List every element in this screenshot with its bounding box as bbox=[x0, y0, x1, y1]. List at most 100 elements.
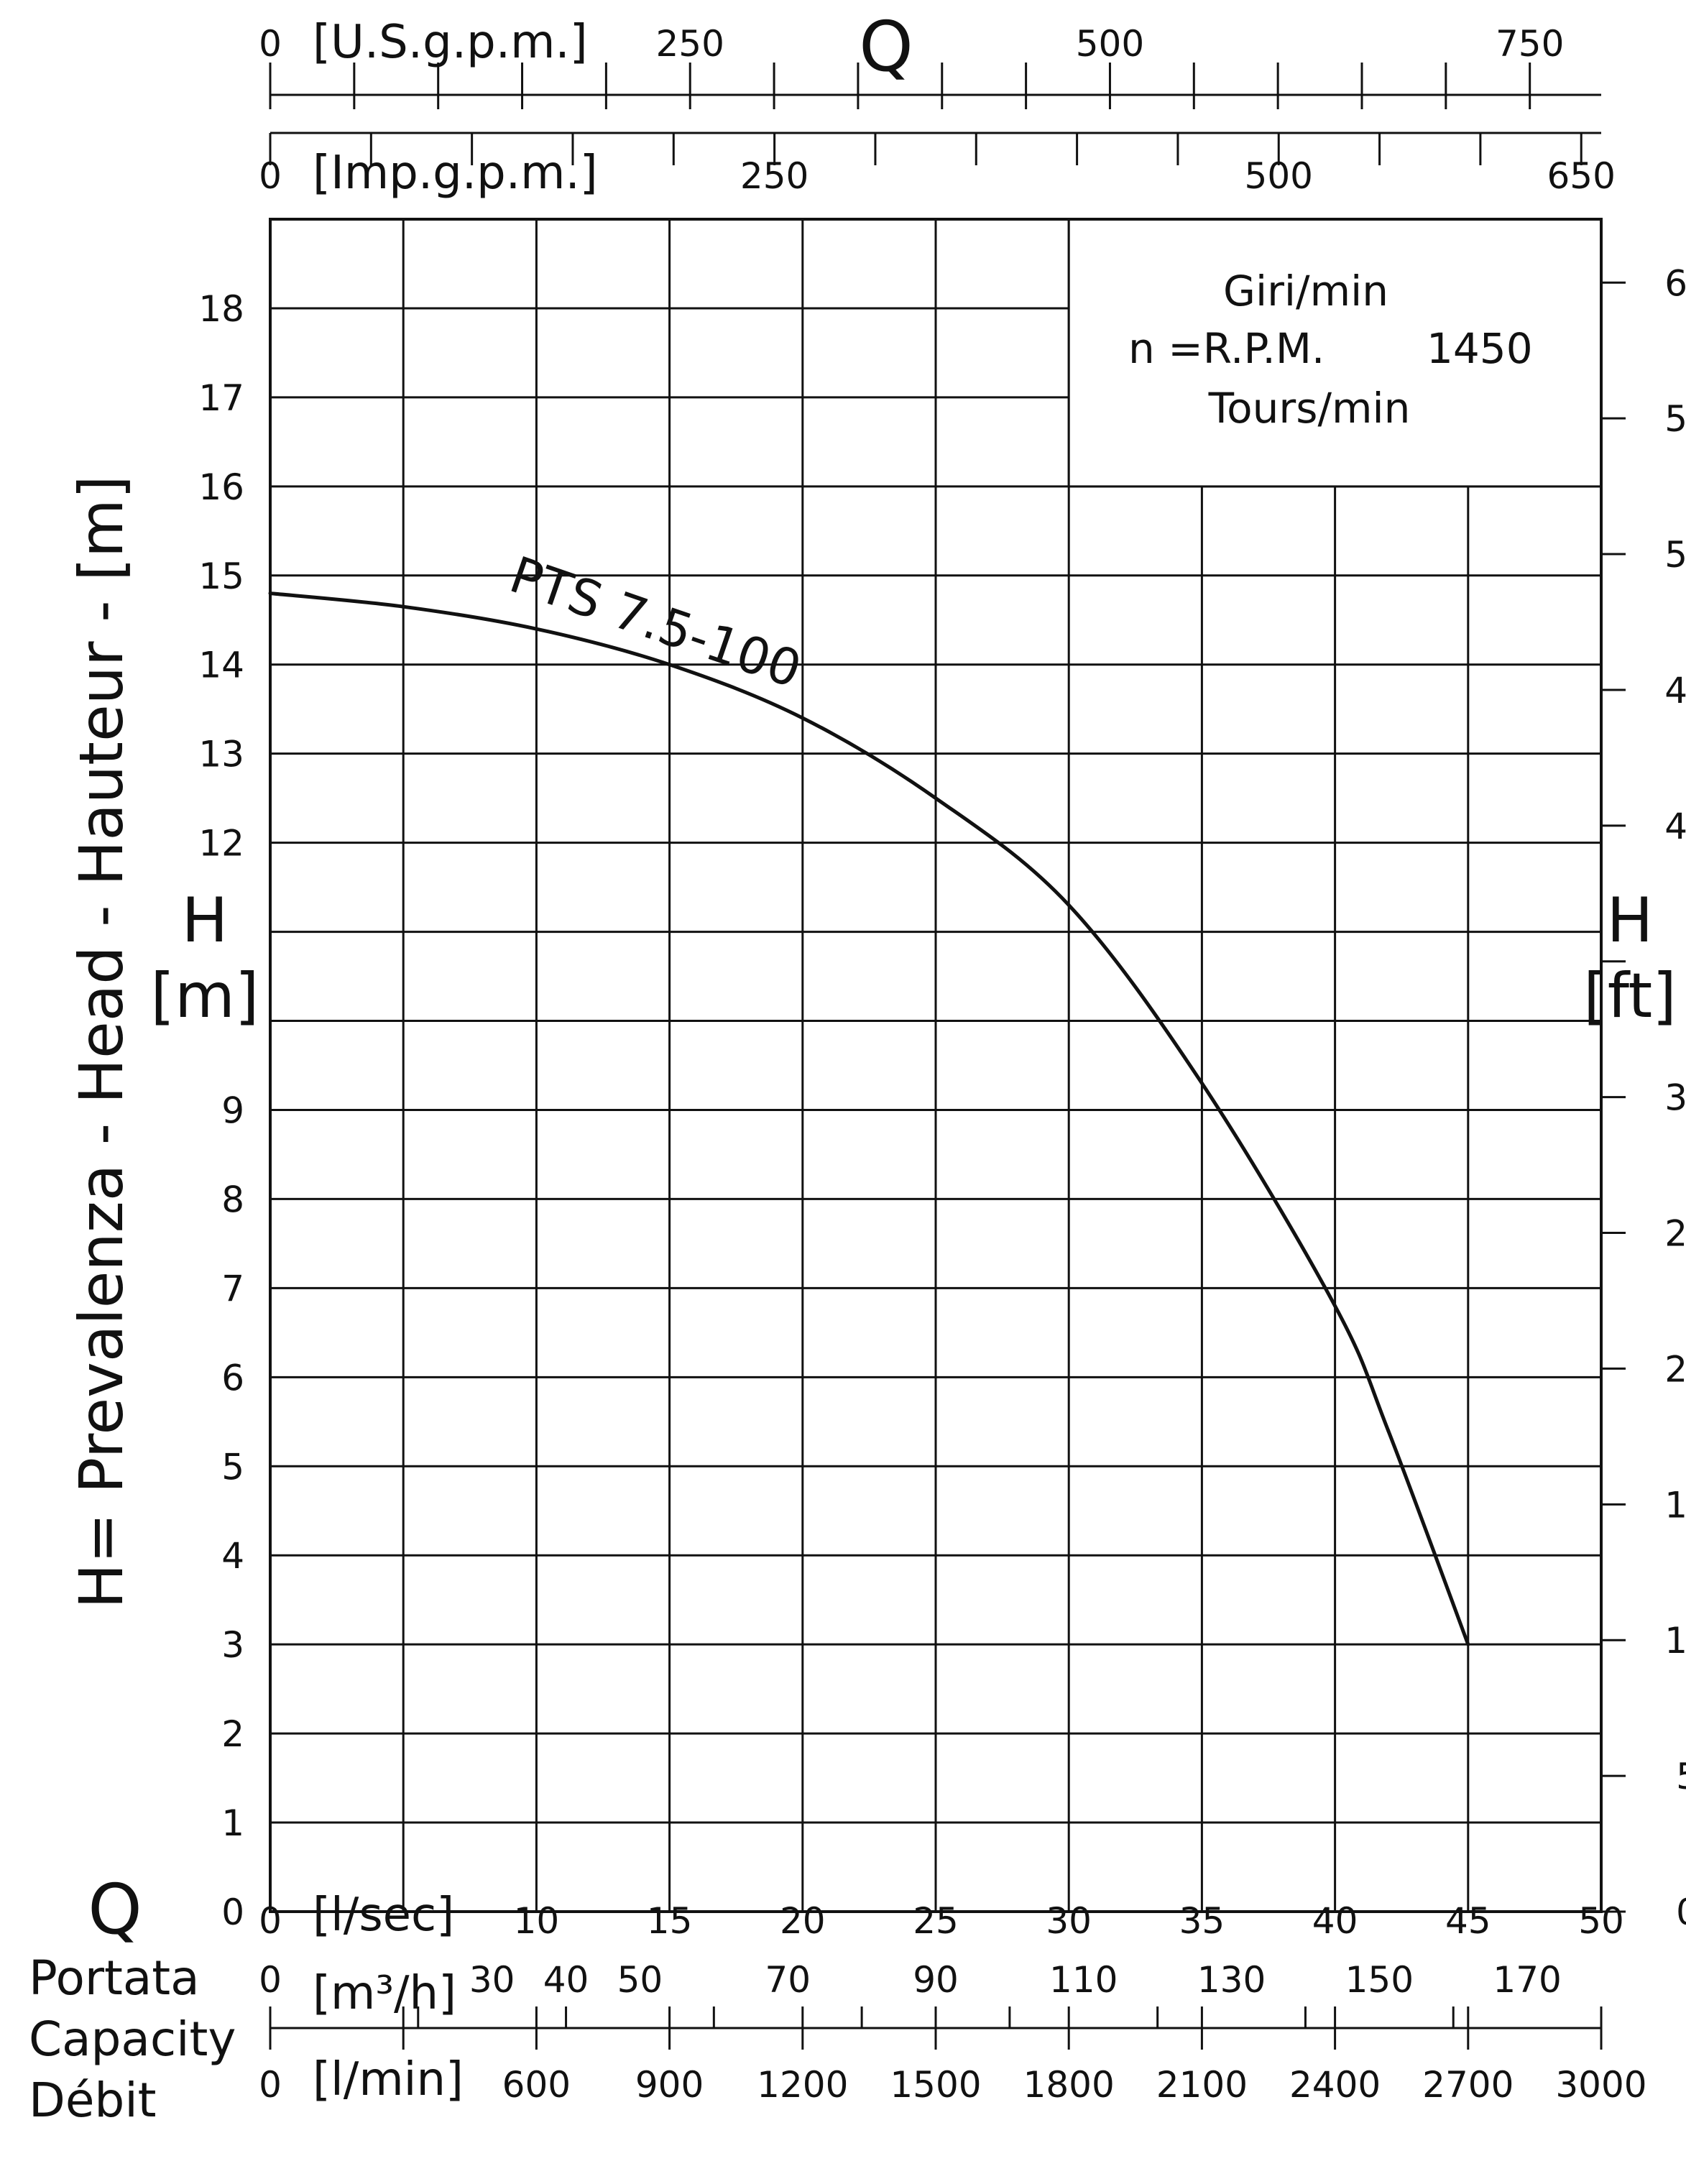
y-tick-label-right: 45 bbox=[1664, 670, 1686, 711]
y-tick-label-right: 15 bbox=[1664, 1484, 1686, 1526]
x-tick-label-lmin: 600 bbox=[502, 2064, 571, 2106]
series-point bbox=[668, 663, 672, 667]
x-tick-label-lsec: 15 bbox=[647, 1900, 693, 1942]
y-axis-letter-right: H bbox=[1607, 885, 1654, 957]
capacity-word-1: Portata bbox=[29, 1950, 200, 2006]
info-rpm-value: 1450 bbox=[1427, 324, 1533, 373]
y-tick-label-left: 2 bbox=[221, 1713, 244, 1755]
x-tick-label-usgpm: 250 bbox=[656, 23, 724, 65]
x-axis-usgpm-label: [U.S.g.p.m.] bbox=[313, 16, 588, 69]
top-q-letter: Q bbox=[859, 6, 913, 87]
y-axis-unit-right: [ft] bbox=[1583, 960, 1677, 1032]
x-tick-label-lsec: 35 bbox=[1179, 1900, 1225, 1942]
y-tick-label-right: 20 bbox=[1664, 1348, 1686, 1390]
x-tick-label-m3h: 130 bbox=[1197, 1959, 1266, 2001]
x-tick-label-lmin: 0 bbox=[259, 2064, 282, 2106]
x-tick-label-m3h: 70 bbox=[765, 1959, 811, 2001]
y-tick-label-left: 1 bbox=[221, 1802, 244, 1844]
capacity-word-2: Capacity bbox=[29, 2012, 236, 2067]
series-point bbox=[268, 591, 272, 596]
series-point bbox=[1466, 1642, 1470, 1646]
y-tick-label-right: 30 bbox=[1664, 1077, 1686, 1119]
info-rpm-line1: Giri/min bbox=[1223, 267, 1388, 315]
x-tick-label-impgpm: 250 bbox=[740, 155, 809, 197]
x-tick-label-lmin: 2400 bbox=[1289, 2064, 1381, 2106]
x-axis-lsec-label: [l/sec] bbox=[313, 1889, 454, 1942]
y-tick-label-left: 8 bbox=[221, 1179, 244, 1220]
y-tick-label-left: 4 bbox=[221, 1535, 244, 1577]
series-point bbox=[934, 796, 938, 801]
x-tick-label-lsec: 50 bbox=[1578, 1900, 1624, 1942]
y-tick-label-right: 25 bbox=[1664, 1213, 1686, 1255]
y-tick-label-right: 50 bbox=[1664, 534, 1686, 576]
series-label-pts: PTS 7.5-100 bbox=[502, 545, 809, 700]
x-tick-label-lsec: 25 bbox=[913, 1900, 959, 1942]
x-tick-label-usgpm: 750 bbox=[1496, 23, 1564, 65]
plot-border bbox=[269, 218, 1603, 1913]
x-tick-label-m3h: 30 bbox=[469, 1959, 515, 2001]
x-tick-label-lsec: 10 bbox=[514, 1900, 560, 1942]
y-tick-label-left: 9 bbox=[221, 1089, 244, 1131]
x-tick-label-lsec: 0 bbox=[259, 1900, 282, 1942]
y-tick-label-right: 60 bbox=[1664, 262, 1686, 304]
chart-grid bbox=[270, 219, 1601, 1912]
x-tick-label-m3h: 170 bbox=[1493, 1959, 1561, 2001]
y-tick-label-left: 16 bbox=[198, 466, 244, 508]
y-tick-label-left: 5 bbox=[221, 1446, 244, 1488]
series-point bbox=[534, 627, 538, 631]
x-tick-label-lsec: 45 bbox=[1445, 1900, 1491, 1942]
x-tick-label-lsec: 30 bbox=[1046, 1900, 1092, 1942]
series-line-pts bbox=[270, 591, 1470, 1646]
y-tick-label-left: 3 bbox=[221, 1624, 244, 1666]
x-tick-label-lmin: 1200 bbox=[757, 2064, 848, 2106]
x-tick-label-lmin: 1500 bbox=[890, 2064, 981, 2106]
y-tick-label-right: 5 bbox=[1676, 1756, 1686, 1797]
info-rpm-line3: Tours/min bbox=[1208, 384, 1411, 433]
y-tick-label-left: 12 bbox=[198, 823, 244, 865]
bottom-q-letter: Q bbox=[88, 1869, 142, 1950]
info-box bbox=[1069, 219, 1601, 487]
series-point bbox=[1067, 903, 1071, 907]
y-tick-label-left: 13 bbox=[198, 734, 244, 775]
series-point bbox=[801, 716, 805, 720]
y-tick-label-left: 15 bbox=[198, 556, 244, 597]
x-tick-label-lmin: 900 bbox=[635, 2064, 704, 2106]
series-point bbox=[1199, 1081, 1204, 1085]
x-axis-m3h-label: [m³/h] bbox=[313, 1967, 456, 2020]
y-tick-label-left: 6 bbox=[221, 1357, 244, 1399]
x-tick-label-m3h: 90 bbox=[913, 1959, 959, 2001]
y-tick-label-left: 18 bbox=[198, 288, 244, 330]
y-tick-label-right: 55 bbox=[1664, 398, 1686, 440]
capacity-word-3: Débit bbox=[29, 2073, 157, 2128]
x-axis-impgpm-label: [Imp.g.p.m.] bbox=[313, 147, 598, 200]
chart-axes: 0123456789121314151617180510152025304045… bbox=[198, 23, 1686, 2106]
y-tick-label-right: 0 bbox=[1676, 1892, 1686, 1933]
series-point bbox=[401, 604, 405, 609]
x-tick-label-m3h: 150 bbox=[1345, 1959, 1414, 2001]
x-tick-label-lmin: 2100 bbox=[1156, 2064, 1248, 2106]
x-tick-label-usgpm: 500 bbox=[1076, 23, 1144, 65]
x-tick-label-usgpm: 0 bbox=[259, 23, 282, 65]
y-tick-label-left: 17 bbox=[198, 377, 244, 419]
y-axis-unit-left: [m] bbox=[151, 960, 259, 1032]
series-point bbox=[1386, 1429, 1391, 1433]
y-axis-letter-left: H bbox=[182, 885, 229, 957]
y-tick-label-left: 0 bbox=[221, 1892, 244, 1933]
x-tick-label-impgpm: 500 bbox=[1245, 155, 1313, 197]
x-tick-label-lsec: 40 bbox=[1312, 1900, 1358, 1942]
x-tick-label-lmin: 1800 bbox=[1023, 2064, 1115, 2106]
y-axis-title-left: H= Prevalenza - Head - Hauteur - [m] bbox=[66, 475, 137, 1608]
x-tick-label-m3h: 110 bbox=[1049, 1959, 1118, 2001]
x-axis-lmin-label: [l/min] bbox=[313, 2053, 464, 2106]
y-tick-label-right: 10 bbox=[1664, 1620, 1686, 1662]
plot-frame bbox=[269, 218, 1603, 1913]
x-tick-label-m3h: 40 bbox=[543, 1959, 589, 2001]
x-tick-label-lmin: 3000 bbox=[1555, 2064, 1646, 2106]
info-rpm-line2: n =R.P.M. bbox=[1128, 324, 1325, 373]
y-tick-label-left: 14 bbox=[198, 645, 244, 686]
series-point bbox=[1333, 1304, 1337, 1308]
x-tick-label-impgpm: 0 bbox=[259, 155, 282, 197]
y-tick-label-left: 7 bbox=[221, 1268, 244, 1309]
x-tick-label-lmin: 2700 bbox=[1422, 2064, 1514, 2106]
